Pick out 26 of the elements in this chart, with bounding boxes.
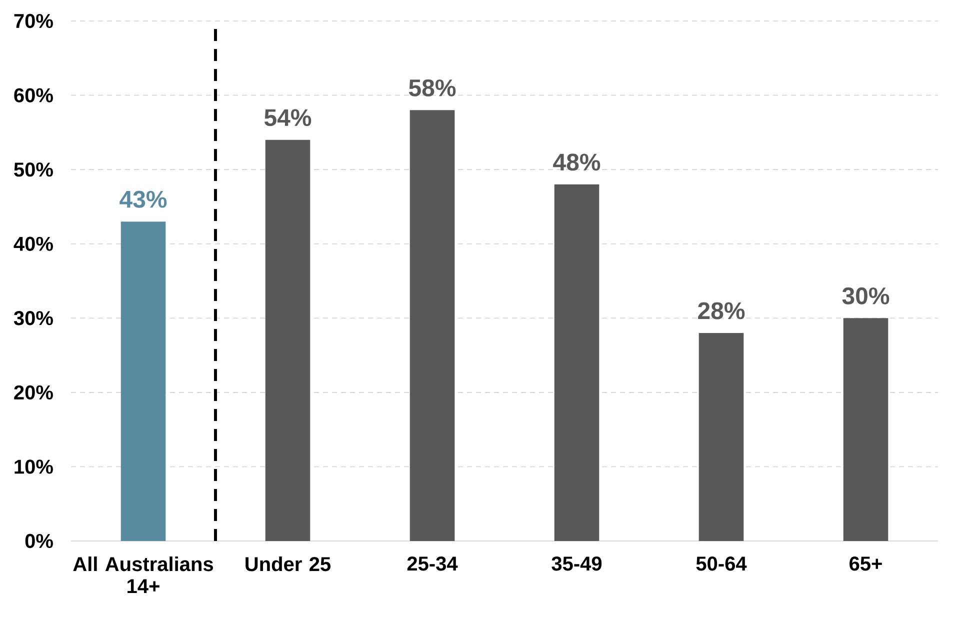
y-tick-label: 20%: [14, 385, 53, 400]
y-tick-label: 40%: [14, 236, 53, 251]
data-label: 48%: [553, 154, 600, 171]
y-tick-label: 10%: [14, 460, 53, 474]
bar: [265, 140, 310, 541]
data-label: 58%: [408, 79, 456, 96]
bar: [698, 333, 744, 541]
bar: [120, 222, 166, 541]
x-tick-label: 65+: [850, 556, 882, 571]
x-tick-label: All Australians 14+: [73, 556, 213, 594]
x-tick-label: Under 25: [246, 556, 331, 572]
x-tick-label: 25-34: [407, 556, 458, 571]
x-tick-label: 35-49: [552, 556, 602, 571]
bar: [843, 318, 888, 541]
data-label: 54%: [264, 109, 312, 126]
bar: [410, 110, 455, 541]
bar: [554, 184, 600, 541]
y-tick-label: 50%: [14, 162, 53, 177]
y-tick-label: 30%: [14, 311, 53, 326]
data-label: 30%: [842, 287, 890, 304]
y-tick-label: 70%: [14, 14, 53, 28]
y-tick-label: 0%: [25, 534, 53, 548]
data-label: 28%: [698, 302, 745, 320]
data-label: 43%: [120, 190, 167, 208]
y-tick-label: 60%: [14, 88, 53, 102]
x-tick-label: 50-64: [696, 556, 747, 571]
